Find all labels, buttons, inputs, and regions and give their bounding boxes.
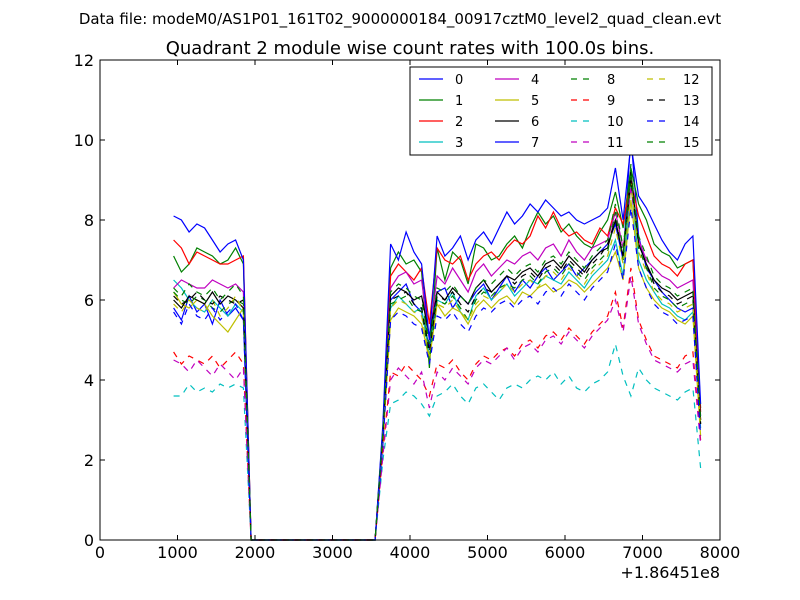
x-offset-label: +1.86451e8 bbox=[620, 563, 720, 582]
chart-title: Quadrant 2 module wise count rates with … bbox=[166, 38, 655, 59]
legend-label-12: 12 bbox=[683, 73, 700, 88]
legend-label-10: 10 bbox=[607, 115, 624, 130]
legend-label-2: 2 bbox=[455, 115, 463, 130]
series-line-14 bbox=[173, 207, 702, 541]
legend-box bbox=[409, 66, 713, 156]
legend-label-15: 15 bbox=[683, 136, 700, 151]
legend-label-6: 6 bbox=[531, 115, 539, 130]
x-tick-label-4: 4000 bbox=[390, 543, 431, 562]
x-tick-label-0: 0 bbox=[95, 543, 105, 562]
x-tick-label-5: 5000 bbox=[467, 543, 508, 562]
y-tick-label-2: 4 bbox=[84, 371, 94, 390]
legend-label-5: 5 bbox=[531, 94, 539, 109]
plot-frame bbox=[99, 59, 721, 541]
legend-label-3: 3 bbox=[455, 136, 463, 151]
legend-label-1: 1 bbox=[455, 94, 463, 109]
series-line-10 bbox=[173, 341, 702, 541]
legend-label-14: 14 bbox=[683, 115, 700, 130]
x-tick-label-6: 6000 bbox=[545, 543, 586, 562]
axis-layer: 0 1000 2000 3000 4000 5000 6000 7000 80000246810… bbox=[74, 51, 741, 562]
y-tick-label-6: 12 bbox=[74, 51, 94, 70]
series-line-8 bbox=[173, 163, 702, 541]
legend-label-0: 0 bbox=[455, 73, 463, 88]
x-tick-label-3: 3000 bbox=[312, 543, 353, 562]
legend-label-13: 13 bbox=[683, 94, 700, 109]
legend-label-9: 9 bbox=[607, 94, 615, 109]
y-tick-label-1: 2 bbox=[84, 451, 94, 470]
legend-label-8: 8 bbox=[607, 73, 615, 88]
x-tick-label-8: 8000 bbox=[700, 543, 741, 562]
y-tick-label-5: 10 bbox=[74, 131, 94, 150]
y-tick-label-4: 8 bbox=[84, 211, 94, 230]
legend-label-11: 11 bbox=[607, 136, 624, 151]
figure-suptitle: Data file: modeM0/AS1P01_161T02_90000001… bbox=[79, 10, 721, 29]
y-tick-label-3: 6 bbox=[84, 291, 94, 310]
legend-label-7: 7 bbox=[531, 136, 539, 151]
x-tick-label-2: 2000 bbox=[235, 543, 276, 562]
x-tick-label-1: 1000 bbox=[157, 543, 198, 562]
legend-label-4: 4 bbox=[531, 73, 539, 88]
y-tick-label-0: 0 bbox=[84, 531, 94, 550]
x-tick-label-7: 7000 bbox=[622, 543, 663, 562]
